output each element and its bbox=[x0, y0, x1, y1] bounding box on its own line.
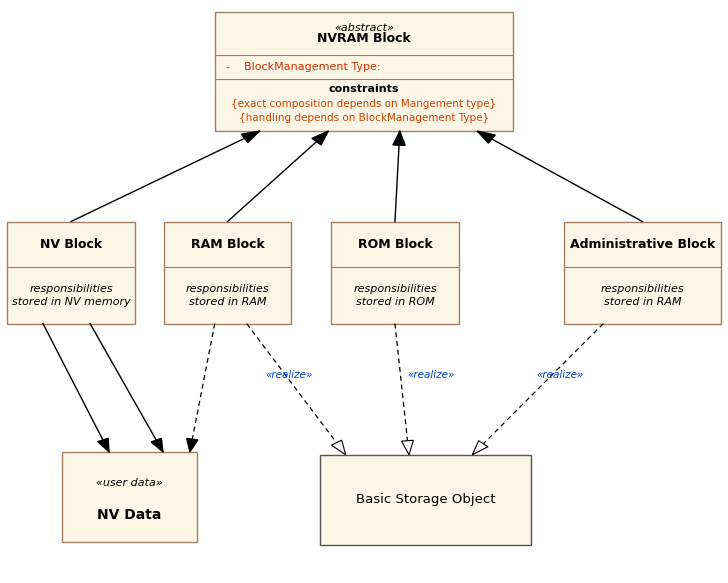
Text: NV Data: NV Data bbox=[97, 508, 162, 522]
Text: {handling depends on BlockManagement Type}: {handling depends on BlockManagement Typ… bbox=[239, 113, 489, 123]
Polygon shape bbox=[98, 438, 109, 452]
Bar bbox=[564, 222, 721, 324]
Text: «abstract»: «abstract» bbox=[334, 23, 394, 33]
Polygon shape bbox=[478, 131, 495, 143]
Polygon shape bbox=[393, 131, 405, 145]
Bar bbox=[331, 222, 459, 324]
Text: stored in RAM: stored in RAM bbox=[189, 297, 266, 307]
Polygon shape bbox=[151, 438, 163, 452]
Bar bbox=[7, 222, 135, 324]
Text: responsibilities: responsibilities bbox=[186, 284, 269, 294]
Polygon shape bbox=[402, 440, 414, 455]
Text: RAM Block: RAM Block bbox=[191, 238, 264, 251]
Polygon shape bbox=[472, 441, 488, 455]
Text: «realize»: «realize» bbox=[536, 370, 583, 380]
Text: «realize»: «realize» bbox=[408, 370, 455, 380]
Text: stored in ROM: stored in ROM bbox=[355, 297, 435, 307]
Text: NVRAM Block: NVRAM Block bbox=[317, 32, 411, 45]
Bar bbox=[164, 222, 291, 324]
Text: Administrative Block: Administrative Block bbox=[570, 238, 715, 251]
Bar bbox=[215, 12, 513, 131]
Bar bbox=[320, 455, 531, 545]
Text: ROM Block: ROM Block bbox=[357, 238, 432, 251]
Text: constraints: constraints bbox=[329, 84, 399, 94]
Text: responsibilities: responsibilities bbox=[29, 284, 113, 294]
Text: stored in NV memory: stored in NV memory bbox=[12, 297, 130, 307]
Text: «realize»: «realize» bbox=[265, 370, 312, 380]
Polygon shape bbox=[312, 131, 328, 145]
Text: Basic Storage Object: Basic Storage Object bbox=[356, 493, 496, 507]
Text: responsibilities: responsibilities bbox=[353, 284, 437, 294]
Polygon shape bbox=[242, 131, 259, 143]
Text: NV Block: NV Block bbox=[40, 238, 102, 251]
Text: «user data»: «user data» bbox=[96, 479, 162, 489]
Polygon shape bbox=[187, 438, 198, 452]
Text: -    BlockManagement Type:: - BlockManagement Type: bbox=[226, 62, 380, 72]
Bar bbox=[62, 452, 197, 542]
Polygon shape bbox=[331, 440, 346, 455]
Text: stored in RAM: stored in RAM bbox=[604, 297, 681, 307]
Text: {exact composition depends on Mangement type}: {exact composition depends on Mangement … bbox=[232, 99, 496, 109]
Text: responsibilities: responsibilities bbox=[601, 284, 684, 294]
